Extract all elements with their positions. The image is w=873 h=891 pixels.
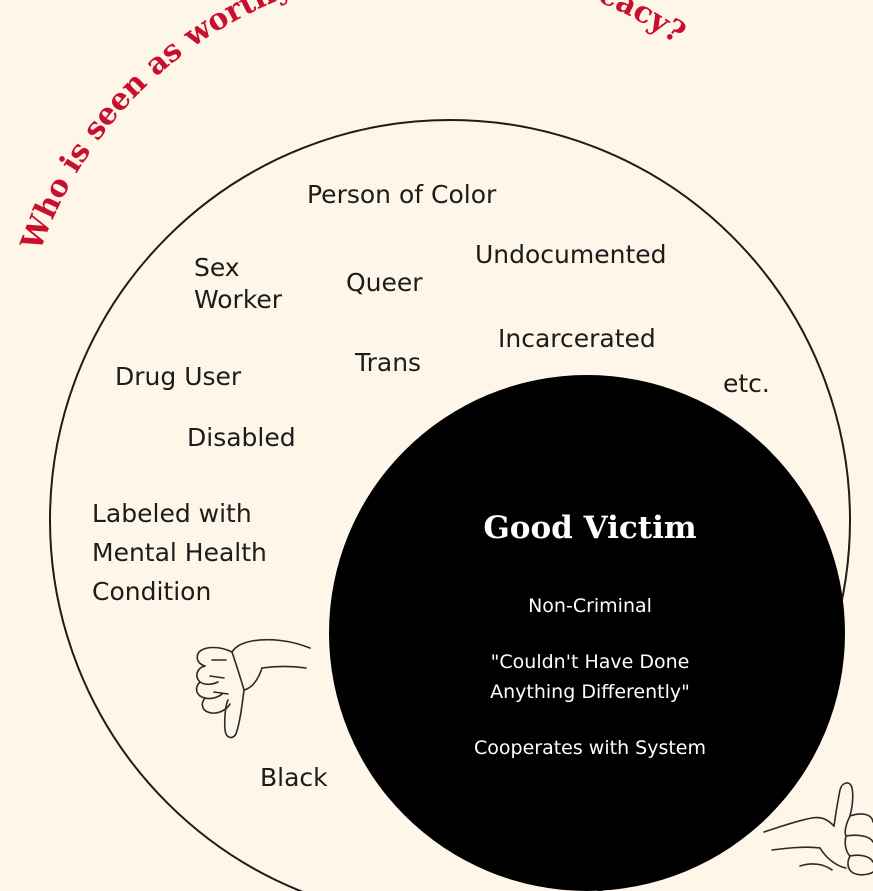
label-etc: etc.	[723, 369, 770, 398]
label-incarcerated: Incarcerated	[498, 324, 656, 353]
label-disabled: Disabled	[187, 423, 296, 452]
thumbs-up-icon	[763, 782, 873, 876]
label-drug-user: Drug User	[115, 362, 242, 391]
inner-circle	[329, 375, 845, 891]
label-mental-health-line1: Labeled with	[92, 499, 252, 528]
label-black: Black	[260, 763, 328, 792]
criterion-non-criminal: Non-Criminal	[528, 595, 652, 617]
label-mental-health-line3: Condition	[92, 577, 212, 606]
label-undocumented: Undocumented	[475, 240, 667, 269]
label-sex-worker-line1: Sex	[194, 253, 240, 282]
criterion-couldnt-have-done-line1: "Couldn't Have Done	[490, 651, 690, 673]
label-trans: Trans	[355, 348, 422, 377]
label-queer: Queer	[346, 268, 423, 297]
label-sex-worker-line2: Worker	[194, 285, 283, 314]
thumbs-down-icon	[195, 638, 311, 739]
outer-circle	[49, 119, 851, 891]
label-mental-health: Labeled with Mental Health Condition	[92, 494, 267, 611]
criterion-couldnt-have-done-line2: Anything Differently"	[490, 681, 690, 703]
good-victim-title: Good Victim	[483, 510, 697, 546]
label-mental-health-line2: Mental Health	[92, 538, 267, 567]
label-person-of-color: Person of Color	[307, 180, 497, 209]
label-sex-worker: Sex Worker	[194, 252, 282, 316]
diagram-title: Who is seen as worthy of support & advoc…	[14, 0, 691, 256]
criterion-cooperates: Cooperates with System	[474, 737, 706, 759]
